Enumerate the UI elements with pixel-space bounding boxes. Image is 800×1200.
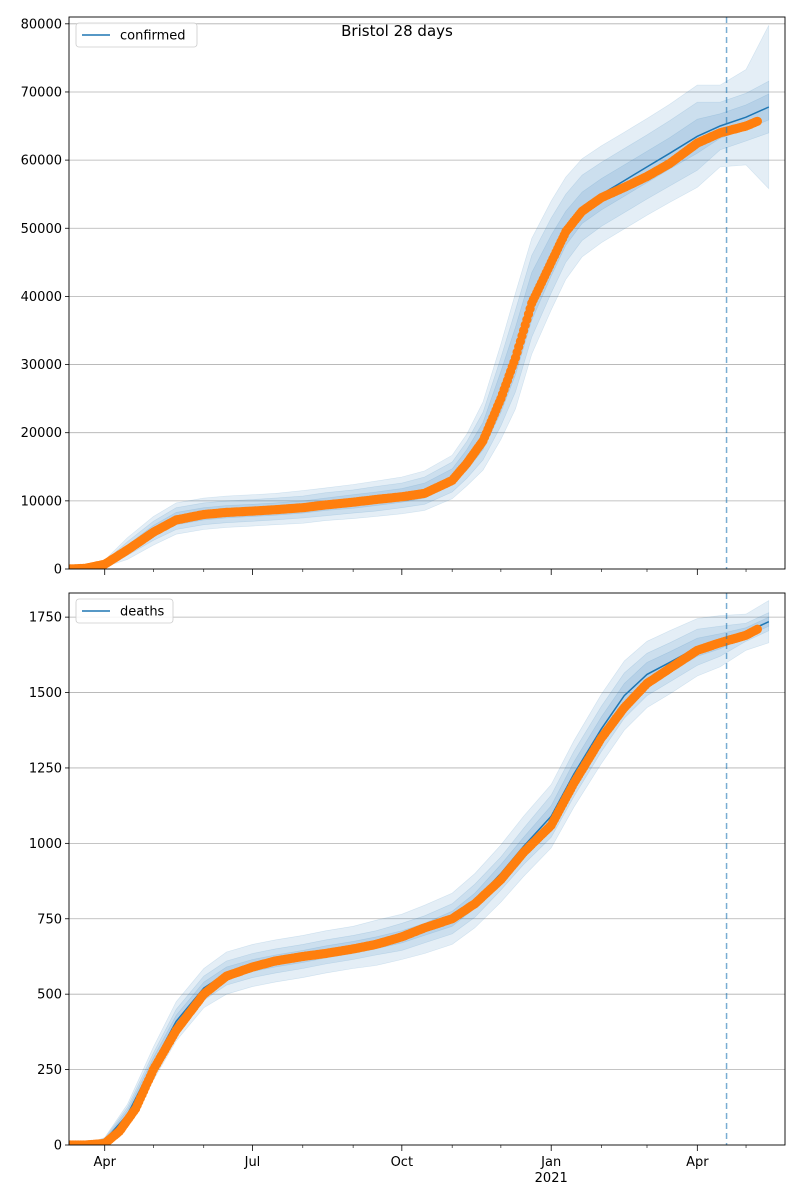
y-tick-label: 1250 [29, 761, 62, 776]
legend-label: confirmed [120, 29, 186, 44]
y-tick-label: 60000 [21, 154, 62, 169]
y-tick-label: 80000 [21, 17, 62, 32]
x-tick-label: Jan [540, 1155, 561, 1170]
uncertainty-band-outer [69, 25, 770, 569]
y-tick-label: 30000 [21, 358, 62, 373]
model-line [69, 621, 770, 1145]
x-tick-label: Apr [686, 1155, 709, 1170]
legend-box [75, 598, 174, 624]
legend: confirmed [75, 22, 198, 48]
axes-frame [68, 16, 786, 570]
observed-point [752, 116, 763, 126]
y-tick-label: 10000 [21, 494, 62, 509]
y-tick-label: 0 [54, 1139, 62, 1154]
deaths-chart: 0 250 500 750 1000 1250 1500 1750 deaths [29, 592, 786, 1154]
y-tick-label: 250 [37, 1063, 62, 1078]
x-tick-label: Apr [93, 1155, 116, 1170]
x-tick-label: Oct [391, 1155, 413, 1170]
y-tick-label: 20000 [21, 426, 62, 441]
x-tick-label: Jul [244, 1155, 261, 1170]
uncertainty-band-inner [69, 93, 770, 569]
axes-frame [68, 592, 786, 1146]
observed-point [752, 624, 763, 634]
figure-title: Bristol 28 days [341, 22, 453, 40]
y-tick-label: 1750 [29, 611, 62, 626]
legend-box [75, 22, 198, 48]
x-tick-year-label: 2021 [535, 1171, 568, 1186]
uncertainty-band-outer [69, 599, 770, 1145]
legend: deaths [75, 598, 174, 624]
y-tick-label: 40000 [21, 290, 62, 305]
y-tick-label: 1500 [29, 686, 62, 701]
observed-series [69, 624, 763, 1145]
legend-label: deaths [120, 605, 165, 620]
confirmed-chart: 0 10000 20000 30000 40000 50000 60000 70000 8000… [21, 16, 786, 578]
y-tick-label: 500 [37, 988, 62, 1003]
y-tick-label: 0 [54, 563, 62, 578]
y-tick-label: 750 [37, 912, 62, 927]
y-tick-label: 1000 [29, 837, 62, 852]
observed-series [69, 116, 763, 569]
y-tick-label: 50000 [21, 222, 62, 237]
y-tick-label: 70000 [21, 85, 62, 100]
